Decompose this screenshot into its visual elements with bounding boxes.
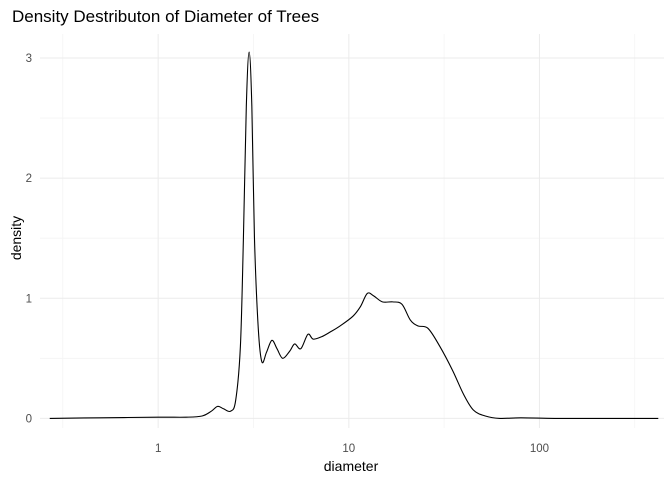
y-tick-label: 2 [26, 173, 32, 185]
y-tick-label: 0 [26, 413, 32, 425]
y-tick-label: 3 [26, 53, 32, 65]
x-tick-label: 100 [530, 443, 549, 455]
x-tick-label: 10 [342, 443, 355, 455]
y-axis-title: density [8, 216, 24, 260]
axis-ticks: 1 10 100 0 1 2 3 [26, 53, 549, 455]
y-tick-label: 1 [26, 293, 32, 305]
x-tick-label: 1 [155, 443, 161, 455]
grid [40, 34, 664, 428]
density-curve [49, 51, 659, 420]
chart-title: Density Destributon of Diameter of Trees [12, 7, 319, 26]
plot-series [49, 51, 659, 420]
x-axis-title: diameter [324, 458, 379, 474]
